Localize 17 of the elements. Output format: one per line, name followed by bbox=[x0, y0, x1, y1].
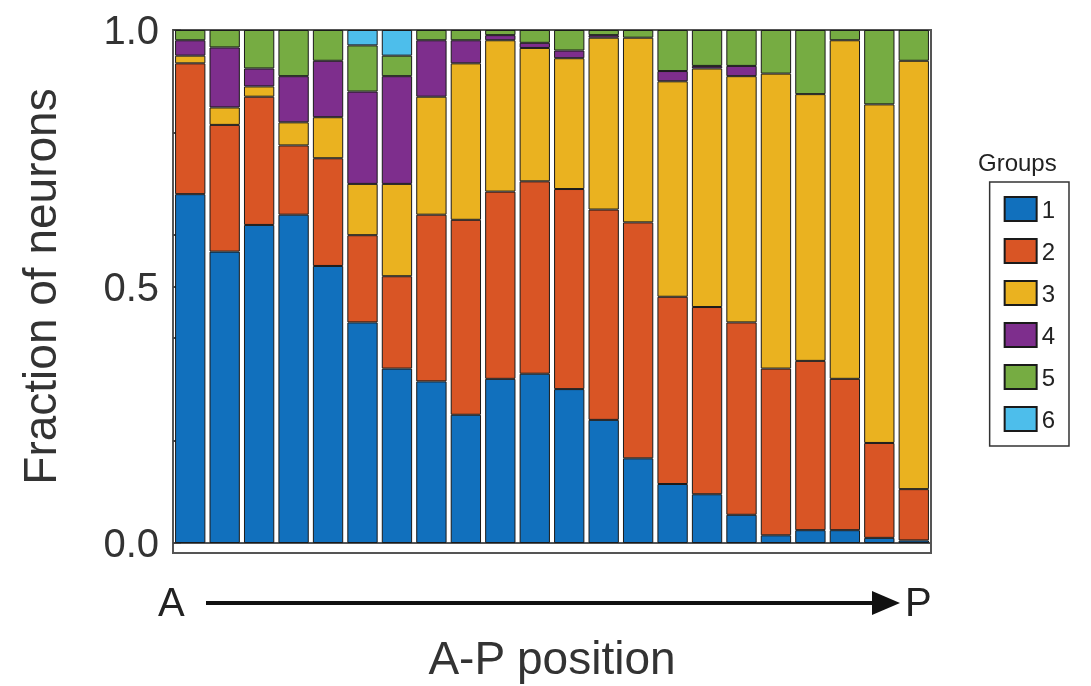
legend-label: 3 bbox=[1041, 279, 1056, 307]
text: A bbox=[158, 580, 185, 624]
text: P bbox=[905, 580, 932, 624]
legend-title: Groups bbox=[978, 148, 1057, 176]
bar bbox=[691, 30, 723, 66]
x-axis-title: A-P position bbox=[428, 632, 676, 684]
bar bbox=[588, 30, 619, 36]
legend-label: 4 bbox=[1041, 321, 1056, 349]
y-tick-label: 1.0 bbox=[103, 8, 159, 52]
y-tick-label: 0.0 bbox=[103, 521, 159, 565]
legend-label: 1 bbox=[1041, 195, 1056, 223]
bar bbox=[485, 30, 516, 36]
legend-label: 5 bbox=[1041, 363, 1056, 391]
legend-label: 2 bbox=[1041, 237, 1056, 265]
y-axis-title: Fraction of neurons bbox=[14, 88, 66, 485]
legend-label: 6 bbox=[1041, 405, 1056, 433]
y-tick-label: 0.5 bbox=[103, 264, 159, 309]
